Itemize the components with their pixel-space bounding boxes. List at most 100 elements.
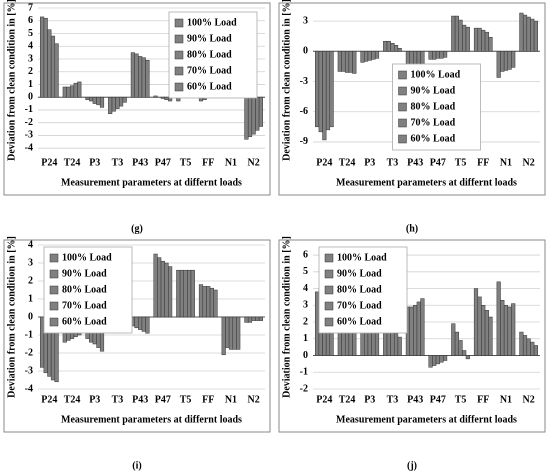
bar: [176, 269, 181, 318]
bar: [488, 36, 493, 52]
bar: [451, 15, 456, 52]
bar: [451, 323, 456, 356]
bar: [526, 16, 531, 52]
bar: [134, 53, 139, 98]
legend-label: 100% Load: [337, 252, 387, 263]
bar: [228, 316, 234, 350]
legend-swatch: [324, 285, 334, 295]
x-tick-label: P43: [407, 157, 423, 168]
bar: [530, 18, 535, 52]
legend-label: 60% Load: [187, 81, 232, 92]
x-tick-label: P24: [41, 394, 57, 405]
bar: [96, 96, 101, 106]
bar: [533, 20, 538, 52]
y-tick-label: 4: [28, 41, 33, 52]
bar: [481, 29, 486, 52]
bar: [496, 281, 501, 356]
bar: [209, 287, 214, 318]
legend-label: 80% Load: [187, 49, 232, 60]
x-tick-label: N2: [523, 394, 535, 405]
y-axis-title: Deviation from clean condition in [%]: [281, 0, 292, 161]
legend-label: 90% Load: [187, 33, 232, 44]
bar: [315, 51, 320, 128]
y-tick-label: 0: [303, 46, 308, 57]
y-tick-label: 3: [303, 15, 308, 26]
legend-label: 60% Load: [411, 133, 456, 144]
legend-swatch: [49, 317, 59, 327]
panel-frame: [278, 2, 546, 196]
y-tick-label: -1: [25, 104, 33, 115]
y-tick-label: 1: [28, 79, 33, 90]
bar: [526, 338, 531, 356]
bar: [409, 306, 414, 356]
legend-box: [168, 11, 258, 99]
bar: [153, 253, 158, 318]
bar: [40, 316, 45, 368]
bar: [145, 316, 150, 334]
legend-swatch: [324, 269, 334, 279]
legend-label: 70% Load: [187, 65, 232, 76]
y-tick-label: 1: [28, 293, 33, 304]
bar: [394, 333, 399, 356]
bar: [160, 260, 165, 318]
legend-label: 90% Load: [411, 85, 456, 96]
bar: [397, 48, 402, 52]
bar: [138, 316, 143, 330]
x-tick-label: T24: [64, 157, 81, 168]
bar: [54, 43, 59, 98]
bar: [462, 24, 467, 52]
x-tick-label: P24: [316, 157, 332, 168]
bar: [462, 350, 467, 356]
bar: [111, 96, 116, 112]
legend-label: 100% Load: [62, 252, 112, 263]
legend-swatch: [324, 253, 334, 263]
x-tick-label: T24: [64, 394, 81, 405]
y-tick-label: 6: [28, 15, 33, 26]
bar: [89, 96, 94, 102]
bar: [458, 340, 463, 356]
x-axis-title: Measurement parameters at differnt loads: [61, 414, 242, 425]
bar: [244, 96, 249, 140]
bar: [443, 51, 448, 58]
bar: [465, 26, 470, 52]
x-tick-label: P43: [407, 394, 423, 405]
legend-swatch: [49, 253, 59, 263]
bar: [138, 56, 143, 98]
y-tick-label: 0: [303, 350, 308, 361]
bar: [435, 355, 440, 365]
bar: [141, 316, 146, 332]
bar: [318, 51, 323, 133]
bar: [458, 19, 463, 52]
bar: [364, 51, 369, 62]
bar: [251, 316, 256, 321]
bar: [69, 85, 75, 98]
bar: [454, 331, 459, 356]
legend-swatch: [174, 34, 184, 44]
legend-label: 100% Load: [411, 69, 461, 80]
legend-swatch: [49, 285, 59, 295]
x-axis-title: Measurement parameters at differnt loads: [336, 414, 517, 425]
bar: [348, 51, 353, 73]
y-tick-label: 7: [28, 2, 33, 13]
bar: [428, 355, 433, 368]
x-tick-label: P3: [89, 157, 100, 168]
bar: [130, 52, 135, 98]
bar: [473, 27, 479, 52]
legend-label: 60% Load: [337, 316, 382, 327]
legend-label: 80% Load: [337, 284, 382, 295]
bar: [507, 51, 512, 70]
legend-label: 80% Load: [411, 101, 456, 112]
y-tick-label: -1: [300, 367, 308, 378]
bar: [477, 27, 482, 52]
bar: [519, 12, 524, 52]
bar: [247, 96, 253, 137]
bar: [168, 266, 173, 318]
bar: [397, 336, 402, 356]
bar: [416, 301, 421, 356]
x-tick-label: P3: [364, 157, 375, 168]
bar: [85, 96, 90, 101]
x-tick-label: N2: [523, 157, 535, 168]
bar: [390, 42, 395, 52]
y-tick-label: 2: [303, 316, 308, 327]
x-tick-label: FF: [202, 157, 214, 168]
